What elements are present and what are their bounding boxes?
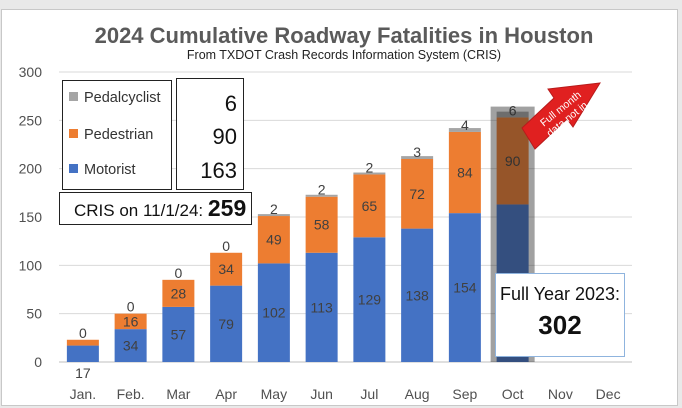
data-label: 34 (123, 338, 139, 354)
data-label: 138 (405, 287, 429, 303)
legend-swatch (69, 129, 78, 138)
chart-frame: 2024 Cumulative Roadway Fatalities in Ho… (1, 9, 678, 406)
bar-segment (305, 194, 338, 197)
data-label: 129 (358, 292, 382, 308)
bar-segment (353, 172, 386, 175)
motorist-count: 163 (200, 158, 237, 183)
data-label: 72 (409, 186, 425, 202)
bar-segment (162, 279, 195, 307)
data-label: 0 (222, 238, 230, 254)
bar-segment (257, 216, 290, 264)
y-tick-label: 100 (19, 257, 43, 273)
y-tick-label: 200 (19, 161, 43, 177)
bar-segment (448, 213, 481, 362)
bar-segment (496, 117, 529, 205)
x-tick-label: Nov (548, 386, 573, 402)
x-tick-label: Dec (596, 386, 621, 402)
x-tick-label: Feb. (117, 386, 145, 402)
bar-segment (257, 214, 290, 217)
x-tick-label: Aug (405, 386, 430, 402)
legend: Pedalcyclist Pedestrian Motorist (62, 80, 172, 190)
data-label: 16 (123, 313, 139, 329)
y-tick-label: 0 (34, 354, 42, 370)
cris-value: 259 (207, 195, 247, 221)
data-label: 3 (413, 144, 421, 160)
data-label: 65 (362, 198, 378, 214)
x-tick-label: Sep (452, 386, 477, 402)
bar-segment (401, 159, 434, 229)
legend-swatch (69, 92, 78, 101)
bar-segment (448, 131, 481, 214)
cris-total-box: CRIS on 11/1/24: 259 (59, 192, 252, 225)
data-label: 2 (318, 182, 326, 198)
bar-segment (210, 252, 243, 286)
data-label: 0 (127, 299, 135, 315)
legend-label: Pedalcyclist (84, 90, 161, 106)
legend-item-pedalcyclist: Pedalcyclist (69, 90, 161, 106)
bar-segment (353, 237, 386, 362)
x-tick-label: Mar (166, 386, 190, 402)
y-tick-label: 300 (19, 64, 43, 80)
pedestrian-count: 90 (212, 124, 237, 149)
data-label: 0 (79, 325, 87, 341)
data-label: 6 (509, 102, 517, 118)
x-tick-label: Jan. (70, 386, 96, 402)
bar-segment (401, 156, 434, 159)
full-year-value: 302 (538, 310, 582, 340)
x-tick-label: May (261, 386, 287, 402)
x-tick-label: Oct (502, 386, 524, 402)
legend-label: Motorist (84, 162, 136, 178)
cris-label: CRIS on 11/1/24: (74, 201, 204, 220)
data-label: 84 (457, 165, 473, 181)
legend-item-pedestrian: Pedestrian (69, 127, 153, 143)
y-axis-ticks: 0 50 100 150 200 250 300 (19, 64, 43, 370)
y-tick-label: 50 (26, 306, 42, 322)
full-year-label: Full Year 2023: (499, 284, 621, 304)
data-label: 58 (314, 217, 330, 233)
x-axis-ticks: Jan. Feb. Mar Apr May Jun Jul Aug Sep Oct Nov Dec (70, 386, 621, 402)
x-tick-label: Apr (215, 386, 237, 402)
data-label: 154 (453, 280, 477, 296)
chart-subtitle: From TXDOT Crash Records Information Sys… (187, 48, 501, 62)
bar-segment (257, 263, 290, 362)
legend-swatch (69, 164, 78, 173)
data-label: 28 (171, 285, 187, 301)
full-year-box: Full Year 2023: 302 (495, 273, 625, 357)
category-counts: 6 90 163 (176, 78, 244, 190)
bar-segment (401, 228, 434, 362)
y-tick-label: 150 (19, 209, 43, 225)
data-label: 2 (270, 201, 278, 217)
bar-segment (114, 313, 147, 330)
bar-segment (66, 339, 99, 346)
data-label: 17 (75, 365, 91, 381)
bar-segment (66, 345, 99, 362)
x-tick-label: Jun (310, 386, 333, 402)
legend-item-motorist: Motorist (69, 162, 136, 178)
data-label: 4 (461, 117, 469, 133)
y-tick-label: 250 (19, 112, 43, 128)
bar-segment (162, 306, 195, 362)
data-label: 0 (174, 265, 182, 281)
data-label: 90 (505, 153, 521, 169)
data-label: 34 (218, 261, 234, 277)
pedalcyclist-count: 6 (224, 91, 237, 116)
bar-segment (210, 285, 243, 362)
data-label: 57 (171, 326, 187, 342)
bar-segment (305, 196, 338, 253)
data-label: 79 (218, 316, 234, 332)
bar-segment (353, 174, 386, 238)
legend-label: Pedestrian (84, 127, 154, 143)
bar-segment (114, 329, 147, 362)
data-label: 102 (262, 305, 286, 321)
data-label: 113 (310, 299, 333, 315)
bar-segment (496, 111, 529, 118)
data-label: 2 (365, 159, 373, 175)
x-tick-label: Jul (360, 386, 378, 402)
bar-segment (305, 252, 338, 362)
bar-labels: 1703416057280793401024921135821296521387… (75, 102, 521, 381)
data-label: 49 (266, 232, 282, 248)
bar-segment (448, 128, 481, 132)
chart-title: 2024 Cumulative Roadway Fatalities in Ho… (95, 23, 594, 48)
